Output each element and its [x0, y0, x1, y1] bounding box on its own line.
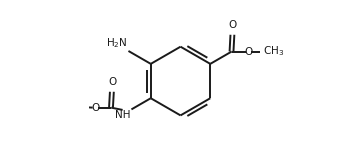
- Text: O: O: [244, 46, 252, 57]
- Text: O: O: [108, 77, 116, 87]
- Text: NH: NH: [115, 110, 131, 120]
- Text: O: O: [228, 20, 237, 30]
- Text: O: O: [91, 103, 99, 113]
- Text: CH$_3$: CH$_3$: [263, 45, 285, 58]
- Text: H$_2$N: H$_2$N: [106, 36, 127, 50]
